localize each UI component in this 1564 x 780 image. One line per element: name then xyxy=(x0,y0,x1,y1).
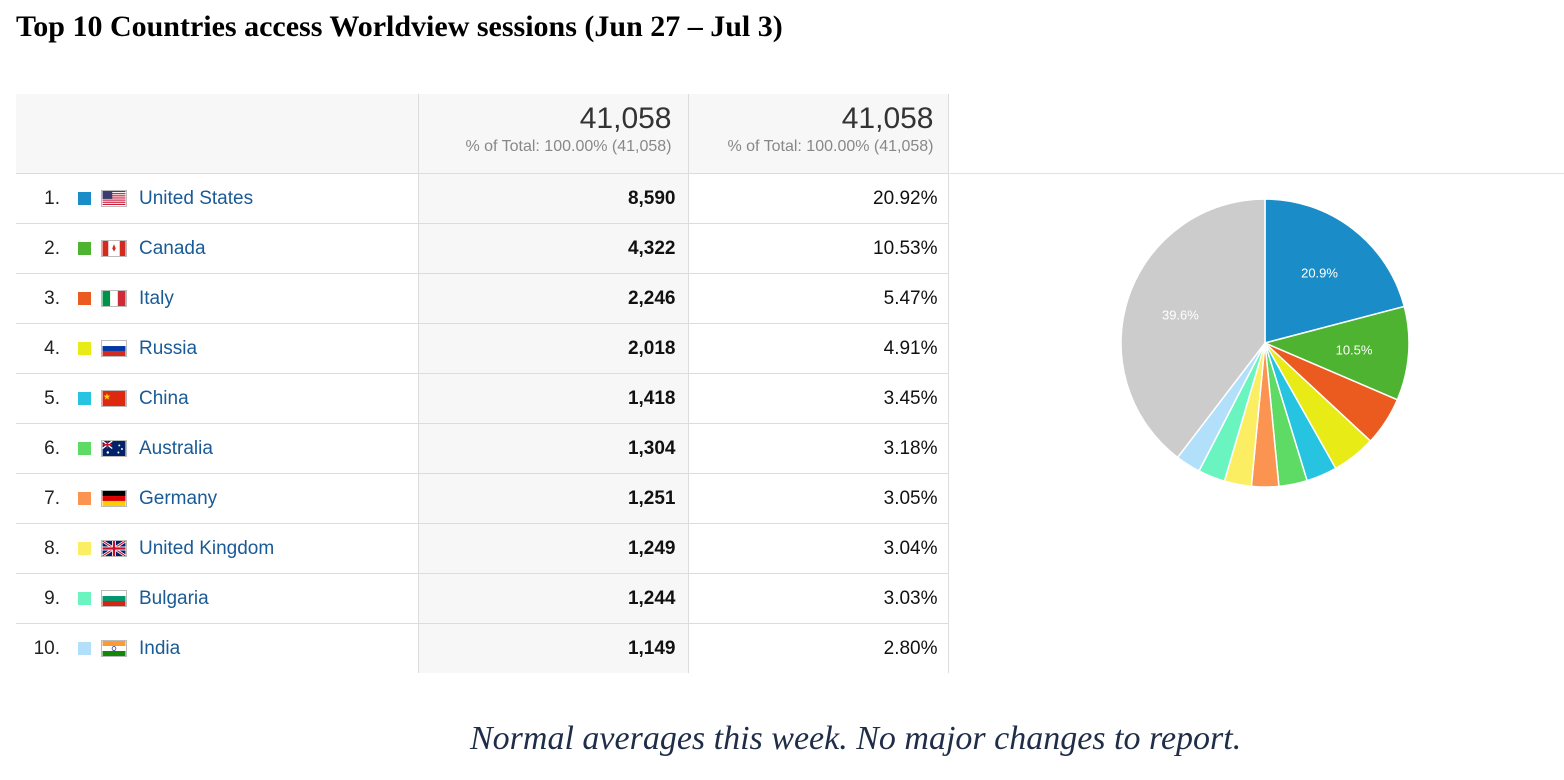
series-color-swatch xyxy=(78,241,91,255)
percent-cell: 2.80% xyxy=(688,623,949,673)
series-color-swatch xyxy=(78,391,91,405)
table-row[interactable]: 6. Australia 1,304 3.18% xyxy=(16,423,949,474)
it-flag-icon xyxy=(101,289,127,307)
row-rank: 9. xyxy=(44,587,60,609)
country-link[interactable]: Bulgaria xyxy=(139,587,209,609)
row-rank: 6. xyxy=(44,437,60,459)
ru-flag-icon xyxy=(101,339,127,357)
country-link[interactable]: Russia xyxy=(139,337,198,359)
country-link[interactable]: Australia xyxy=(139,437,213,459)
country-link[interactable]: Canada xyxy=(139,237,206,259)
pie-slice-united-states[interactable] xyxy=(1264,198,1406,344)
percent-cell: 3.03% xyxy=(688,573,949,624)
country-cell: 2. Canada xyxy=(16,223,419,274)
table-row[interactable]: 2. Canada 4,322 10.53% xyxy=(16,223,949,274)
sessions-cell: 1,418 xyxy=(418,373,689,424)
sessions-cell: 1,244 xyxy=(418,573,689,624)
row-rank: 8. xyxy=(44,537,60,559)
table-row[interactable]: 8. United Kingdom 1,249 3.04% xyxy=(16,523,949,574)
summary-note: Normal averages this week. No major chan… xyxy=(470,720,1242,757)
country-cell: 10. India xyxy=(16,623,419,673)
country-link[interactable]: India xyxy=(139,637,181,659)
sessions-total: 41,058 xyxy=(579,102,672,135)
country-cell: 3. Italy xyxy=(16,273,419,324)
page-title: Top 10 Countries access Worldview sessio… xyxy=(16,10,783,43)
percent-cell: 10.53% xyxy=(688,223,949,274)
country-link[interactable]: United Kingdom xyxy=(139,537,275,559)
table-row[interactable]: 5. China 1,418 3.45% xyxy=(16,373,949,424)
table-row[interactable]: 7. Germany 1,251 3.05% xyxy=(16,473,949,524)
row-rank: 1. xyxy=(44,187,60,209)
country-cell: 6. Australia xyxy=(16,423,419,474)
percent-cell: 3.04% xyxy=(688,523,949,574)
gb-flag-icon xyxy=(101,539,127,557)
series-color-swatch xyxy=(78,641,91,655)
sessions-cell: 4,322 xyxy=(418,223,689,274)
sessions-cell: 2,018 xyxy=(418,323,689,374)
country-cell: 1. United States xyxy=(16,173,419,224)
series-color-swatch xyxy=(78,341,91,355)
header-sessions-cell: 41,058 % of Total: 100.00% (41,058) xyxy=(418,94,689,174)
sessions-cell: 2,246 xyxy=(418,273,689,324)
country-cell: 8. United Kingdom xyxy=(16,523,419,574)
country-link[interactable]: United States xyxy=(139,187,254,209)
country-cell: 9. Bulgaria xyxy=(16,573,419,624)
header-percent-cell: 41,058 % of Total: 100.00% (41,058) xyxy=(688,94,949,174)
country-link[interactable]: China xyxy=(139,387,189,409)
divider xyxy=(948,173,1564,174)
table-header-row: 41,058 % of Total: 100.00% (41,058) 41,0… xyxy=(16,94,949,174)
au-flag-icon xyxy=(101,439,127,457)
pie-slice-label: 39.6% xyxy=(1162,307,1199,322)
sessions-cell: 1,149 xyxy=(418,623,689,673)
series-color-swatch xyxy=(78,191,91,205)
table-row[interactable]: 9. Bulgaria 1,244 3.03% xyxy=(16,573,949,624)
pie-slice-label: 10.5% xyxy=(1336,343,1373,358)
row-rank: 3. xyxy=(44,287,60,309)
row-rank: 7. xyxy=(44,487,60,509)
series-color-swatch xyxy=(78,291,91,305)
ca-flag-icon xyxy=(101,239,127,257)
country-cell: 7. Germany xyxy=(16,473,419,524)
country-cell: 5. China xyxy=(16,373,419,424)
series-color-swatch xyxy=(78,541,91,555)
sessions-cell: 1,249 xyxy=(418,523,689,574)
series-color-swatch xyxy=(78,441,91,455)
table-row[interactable]: 1. United States 8,590 20.92% xyxy=(16,173,949,224)
percent-cell: 3.45% xyxy=(688,373,949,424)
header-dimension-cell xyxy=(16,94,419,174)
percent-cell: 5.47% xyxy=(688,273,949,324)
percent-cell: 4.91% xyxy=(688,323,949,374)
bg-flag-icon xyxy=(101,589,127,607)
percent-total-percent: % of Total: 100.00% (41,058) xyxy=(727,138,934,155)
row-rank: 2. xyxy=(44,237,60,259)
sessions-cell: 1,251 xyxy=(418,473,689,524)
percent-cell: 3.18% xyxy=(688,423,949,474)
pie-slice-other[interactable] xyxy=(1120,198,1266,459)
table-row[interactable]: 4. Russia 2,018 4.91% xyxy=(16,323,949,374)
series-color-swatch xyxy=(78,491,91,505)
country-link[interactable]: Italy xyxy=(139,287,174,309)
country-report-table: 41,058 % of Total: 100.00% (41,058) 41,0… xyxy=(16,94,949,673)
percent-cell: 3.05% xyxy=(688,473,949,524)
row-rank: 10. xyxy=(33,637,60,659)
in-flag-icon xyxy=(101,639,127,657)
row-rank: 4. xyxy=(44,337,60,359)
percent-total: 41,058 xyxy=(841,102,934,135)
pie-slice-canada[interactable] xyxy=(1262,305,1410,401)
country-link[interactable]: Germany xyxy=(139,487,218,509)
row-rank: 5. xyxy=(44,387,60,409)
sessions-total-percent: % of Total: 100.00% (41,058) xyxy=(465,138,672,155)
series-color-swatch xyxy=(78,591,91,605)
percent-cell: 20.92% xyxy=(688,173,949,224)
country-cell: 4. Russia xyxy=(16,323,419,374)
pie-slice-label: 20.9% xyxy=(1301,265,1338,280)
sessions-cell: 8,590 xyxy=(418,173,689,224)
table-row[interactable]: 3. Italy 2,246 5.47% xyxy=(16,273,949,324)
sessions-cell: 1,304 xyxy=(418,423,689,474)
sessions-pie-chart: 20.9% 10.5% 39.6% xyxy=(1120,198,1410,488)
table-row[interactable]: 10. India 1,149 2.80% xyxy=(16,623,949,673)
cn-flag-icon xyxy=(101,389,127,407)
de-flag-icon xyxy=(101,489,127,507)
us-flag-icon xyxy=(101,189,127,207)
